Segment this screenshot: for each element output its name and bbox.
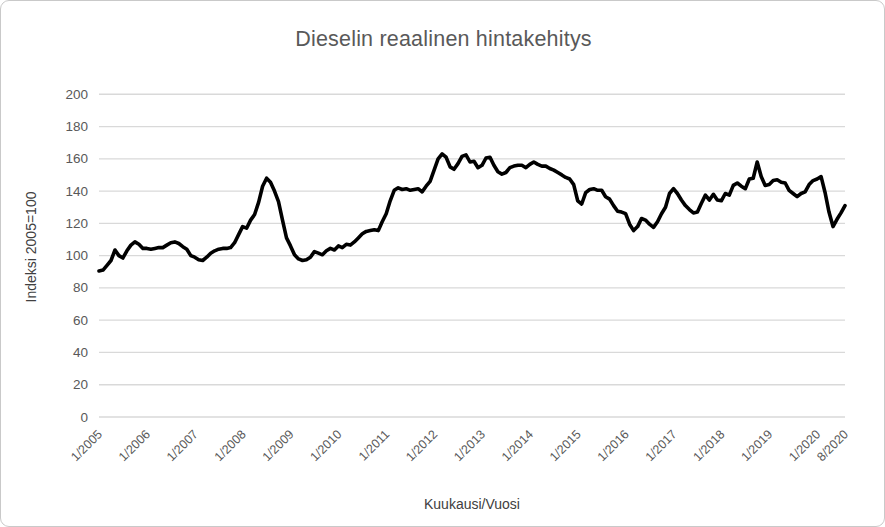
x-tick-label: 1/2012 (403, 427, 440, 464)
y-tick-label: 160 (65, 151, 88, 166)
y-tick-label: 120 (65, 216, 88, 231)
x-tick-label: 8/2020 (814, 427, 851, 464)
x-tick-label: 1/2017 (643, 427, 680, 464)
y-tick-label: 140 (65, 184, 88, 199)
y-axis-title: Indeksi 2005=100 (23, 147, 43, 347)
x-tick-label: 1/2016 (595, 427, 632, 464)
y-tick-label: 0 (80, 410, 88, 425)
y-tick-label: 60 (73, 313, 88, 328)
y-tick-label: 200 (65, 87, 88, 102)
x-tick-label: 1/2014 (499, 427, 536, 464)
y-tick-label: 40 (73, 345, 88, 360)
x-tick-label: 1/2018 (691, 427, 728, 464)
x-tick-label: 1/2008 (212, 427, 249, 464)
y-tick-label: 80 (73, 280, 88, 295)
x-tick-label: 1/2015 (547, 427, 584, 464)
x-tick-label: 1/2007 (164, 427, 201, 464)
price-line (99, 154, 845, 271)
x-tick-label: 1/2010 (308, 427, 345, 464)
x-tick-label: 1/2019 (738, 427, 775, 464)
x-tick-label: 1/2011 (356, 427, 392, 463)
x-tick-label: 1/2009 (260, 427, 297, 464)
x-tick-label: 1/2005 (68, 427, 105, 464)
x-tick-label: 1/2006 (116, 427, 153, 464)
y-tick-label: 20 (73, 377, 88, 392)
x-tick-label: 1/2013 (451, 427, 488, 464)
y-tick-label: 100 (65, 248, 88, 263)
x-axis-title: Kuukausi/Vuosi (99, 496, 845, 512)
y-tick-label: 180 (65, 119, 88, 134)
chart-container: 0 20 40 60 80 100 120 140 160 180 200 1/2005 1/2006 1… (0, 0, 885, 527)
plot-area: 0 20 40 60 80 100 120 140 160 180 200 1/2005 1/2006 1… (1, 1, 885, 527)
chart-title: Dieselin reaalinen hintakehitys (1, 27, 885, 52)
